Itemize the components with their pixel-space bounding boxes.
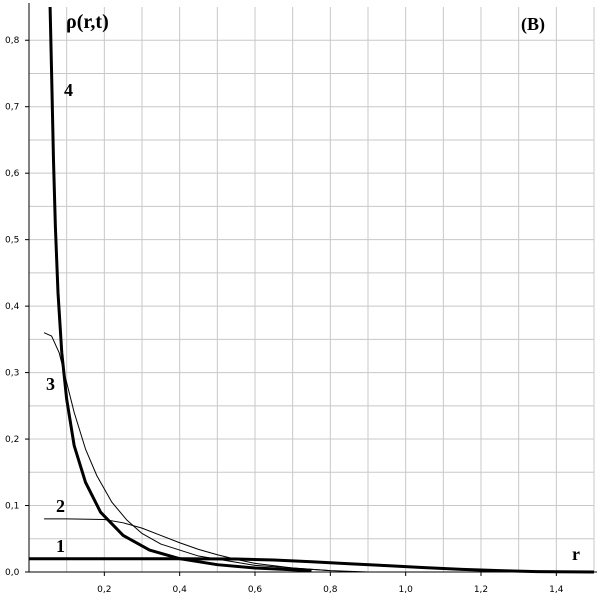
x-tick-label: 0,4 bbox=[173, 585, 188, 595]
x-tick-label: 1,0 bbox=[399, 585, 414, 595]
series-label: 3 bbox=[46, 374, 55, 394]
x-tick-label: 0,6 bbox=[248, 585, 263, 595]
y-axis-label: ρ(r,t) bbox=[66, 11, 109, 33]
y-tick-label: 0,3 bbox=[5, 369, 19, 379]
panel-label: (B) bbox=[521, 14, 545, 35]
y-tick-label: 0,7 bbox=[5, 103, 19, 113]
y-tick-label: 0,8 bbox=[5, 36, 20, 46]
curve bbox=[43, 332, 331, 572]
y-tick-label: 0,2 bbox=[5, 435, 19, 445]
series-label: 4 bbox=[64, 80, 73, 100]
y-tick-label: 0,1 bbox=[5, 502, 19, 512]
y-tick-label: 0,4 bbox=[5, 302, 20, 312]
y-tick-label: 0,0 bbox=[5, 568, 20, 578]
y-tick-label: 0,5 bbox=[5, 236, 19, 246]
x-tick-label: 1,2 bbox=[474, 585, 488, 595]
x-tick-label: 1,4 bbox=[549, 585, 564, 595]
series-label: 2 bbox=[56, 496, 65, 516]
curve bbox=[48, 6, 312, 573]
x-tick-label: 0,8 bbox=[323, 585, 338, 595]
series-label: 1 bbox=[56, 536, 65, 556]
y-tick-label: 0,6 bbox=[5, 169, 20, 179]
x-axis-label: r bbox=[572, 544, 580, 564]
x-tick-label: 0,2 bbox=[97, 585, 111, 595]
